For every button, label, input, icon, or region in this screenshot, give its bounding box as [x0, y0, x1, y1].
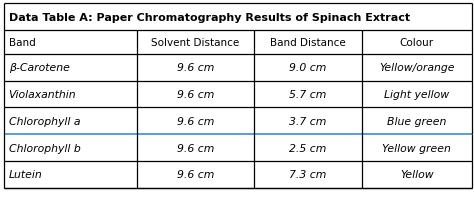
Text: Chlorophyll a: Chlorophyll a	[9, 116, 80, 126]
Text: 2.5 cm: 2.5 cm	[289, 143, 327, 153]
Text: 9.6 cm: 9.6 cm	[177, 63, 214, 73]
Text: Blue green: Blue green	[387, 116, 447, 126]
Text: Yellow green: Yellow green	[382, 143, 451, 153]
Text: Yellow/orange: Yellow/orange	[379, 63, 455, 73]
Text: Lutein: Lutein	[9, 169, 42, 180]
Text: Band Distance: Band Distance	[270, 38, 346, 48]
Text: 9.6 cm: 9.6 cm	[177, 143, 214, 153]
Text: Chlorophyll b: Chlorophyll b	[9, 143, 80, 153]
Text: 3.7 cm: 3.7 cm	[289, 116, 327, 126]
Text: 9.6 cm: 9.6 cm	[177, 89, 214, 100]
Text: Violaxanthin: Violaxanthin	[9, 89, 76, 100]
Text: Data Table A: Paper Chromatography Results of Spinach Extract: Data Table A: Paper Chromatography Resul…	[9, 13, 410, 23]
Text: 9.6 cm: 9.6 cm	[177, 116, 214, 126]
Text: 5.7 cm: 5.7 cm	[289, 89, 327, 100]
Text: β-Carotene: β-Carotene	[9, 63, 69, 73]
Text: Solvent Distance: Solvent Distance	[152, 38, 240, 48]
Text: Light yellow: Light yellow	[384, 89, 449, 100]
Text: Colour: Colour	[400, 38, 434, 48]
Text: 7.3 cm: 7.3 cm	[289, 169, 327, 180]
Text: 9.6 cm: 9.6 cm	[177, 169, 214, 180]
Text: 9.0 cm: 9.0 cm	[289, 63, 327, 73]
Text: Band: Band	[9, 38, 35, 48]
Text: Yellow: Yellow	[400, 169, 433, 180]
